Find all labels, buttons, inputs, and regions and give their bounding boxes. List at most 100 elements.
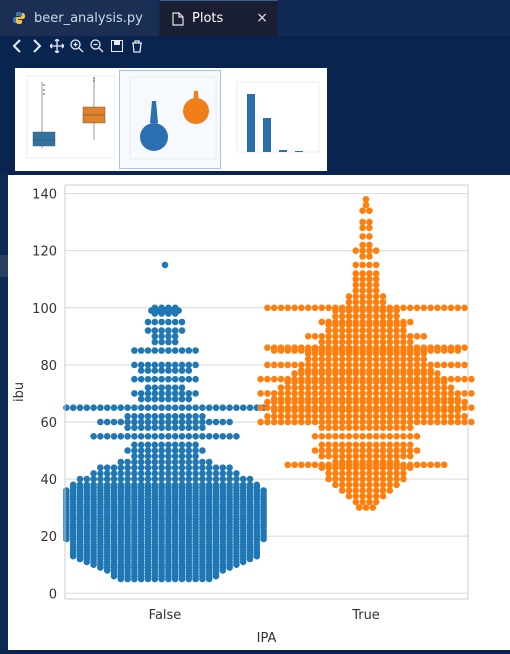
swarm-point-false bbox=[253, 481, 261, 489]
tab-plots[interactable]: Plots × bbox=[160, 0, 278, 36]
swarm-point-false bbox=[158, 367, 165, 374]
chevron-right-icon[interactable] bbox=[30, 36, 44, 56]
swarm-point-false bbox=[165, 327, 172, 334]
swarm-point-true bbox=[318, 447, 326, 454]
swarm-point-true bbox=[406, 333, 414, 340]
swarm-point-true bbox=[304, 367, 312, 374]
swarm-point-true bbox=[338, 441, 346, 449]
swarm-point-true bbox=[372, 475, 380, 483]
swarm-point-true bbox=[393, 441, 400, 449]
swarm-point-true bbox=[352, 458, 360, 466]
swarm-point-true bbox=[284, 375, 292, 383]
swarm-point-false bbox=[117, 475, 125, 483]
swarm-point-false bbox=[205, 433, 213, 440]
swarm-point-true bbox=[400, 355, 407, 363]
swarm-point-true bbox=[379, 293, 387, 300]
swarm-point-false bbox=[178, 404, 186, 411]
swarm-point-true bbox=[440, 404, 448, 411]
swarm-point-false bbox=[199, 447, 206, 454]
swarm-point-true bbox=[372, 293, 380, 300]
save-icon[interactable] bbox=[110, 36, 124, 56]
chevron-left-icon[interactable] bbox=[10, 36, 24, 56]
swarm-point-true bbox=[372, 487, 380, 494]
swarm-point-true bbox=[366, 424, 373, 431]
swarm-point-true bbox=[393, 458, 400, 466]
swarm-point-true bbox=[366, 224, 373, 232]
swarm-point-true bbox=[345, 433, 353, 440]
swarm-point-true bbox=[352, 275, 360, 283]
swarm-point-false bbox=[144, 347, 152, 354]
swarm-point-true bbox=[379, 470, 387, 477]
swarm-point-true bbox=[352, 418, 360, 426]
swarm-point-false bbox=[158, 413, 165, 420]
swarm-point-true bbox=[352, 247, 360, 254]
swarm-point-true bbox=[304, 384, 312, 391]
swarm-point-true bbox=[447, 395, 455, 403]
file-icon bbox=[172, 11, 184, 26]
thumbnail-boxplot[interactable] bbox=[17, 70, 117, 169]
swarm-point-false bbox=[171, 413, 179, 420]
swarm-point-false bbox=[226, 481, 233, 489]
zoom-out-icon[interactable] bbox=[90, 36, 104, 56]
swarm-point-true bbox=[277, 361, 285, 369]
swarm-point-true bbox=[345, 395, 353, 403]
swarm-point-true bbox=[359, 318, 366, 326]
swarm-point-true bbox=[338, 355, 346, 363]
swarm-point-true bbox=[366, 470, 373, 477]
swarm-point-false bbox=[178, 361, 186, 369]
swarm-point-true bbox=[379, 492, 387, 500]
swarm-point-true bbox=[366, 390, 373, 397]
swarm-point-false bbox=[158, 458, 165, 466]
swarm-point-false bbox=[69, 481, 77, 489]
swarm-point-false bbox=[110, 481, 118, 489]
swarm-point-true bbox=[304, 304, 312, 312]
swarm-point-true bbox=[325, 441, 332, 449]
tab-beer-analysis[interactable]: beer_analysis.py bbox=[0, 0, 158, 36]
swarm-point-true bbox=[264, 398, 271, 406]
swarm-point-true bbox=[366, 418, 373, 426]
move-icon[interactable] bbox=[50, 36, 64, 56]
swarm-point-true bbox=[413, 461, 421, 469]
swarm-point-true bbox=[291, 413, 298, 420]
swarm-point-true bbox=[406, 318, 414, 326]
swarm-point-true bbox=[372, 333, 380, 340]
swarm-point-false bbox=[144, 475, 152, 483]
swarm-point-true bbox=[366, 338, 373, 346]
delete-icon[interactable] bbox=[130, 36, 144, 56]
close-icon[interactable]: × bbox=[256, 10, 268, 26]
swarm-point-true bbox=[393, 318, 400, 326]
swarm-point-true bbox=[366, 298, 373, 306]
swarm-point-true bbox=[362, 196, 370, 203]
swarm-point-false bbox=[151, 395, 159, 403]
swarm-point-true bbox=[393, 424, 400, 431]
swarm-point-true bbox=[338, 390, 346, 397]
swarm-point-true bbox=[406, 355, 414, 363]
swarm-point-false bbox=[76, 475, 84, 483]
swarm-point-false bbox=[192, 481, 199, 489]
swarm-point-true bbox=[400, 470, 407, 477]
swarm-point-false bbox=[165, 390, 172, 397]
swarm-point-false bbox=[185, 367, 193, 374]
swarm-point-true bbox=[345, 452, 353, 460]
thumbnail-bar[interactable] bbox=[223, 70, 323, 169]
swarm-point-false bbox=[137, 395, 145, 403]
tab-label: Plots bbox=[192, 11, 224, 26]
swarm-point-true bbox=[372, 261, 380, 269]
swarm-point-false bbox=[131, 458, 138, 466]
swarm-point-false bbox=[158, 424, 165, 431]
swarm-point-true bbox=[468, 404, 475, 411]
swarm-point-true bbox=[427, 413, 434, 420]
thumbnail-swarmplot[interactable] bbox=[119, 70, 221, 169]
swarm-point-true bbox=[454, 413, 462, 420]
swarm-point-true bbox=[393, 390, 400, 397]
swarm-point-false bbox=[205, 404, 213, 411]
swarm-point-true bbox=[304, 404, 312, 411]
swarm-point-true bbox=[338, 470, 346, 477]
swarm-point-false bbox=[144, 390, 152, 397]
swarm-point-true bbox=[386, 361, 394, 369]
swarm-point-false bbox=[117, 464, 125, 472]
swarm-point-false bbox=[192, 464, 199, 472]
swarm-point-true bbox=[264, 413, 271, 420]
swarm-point-false bbox=[137, 464, 145, 472]
zoom-in-icon[interactable] bbox=[70, 36, 84, 56]
